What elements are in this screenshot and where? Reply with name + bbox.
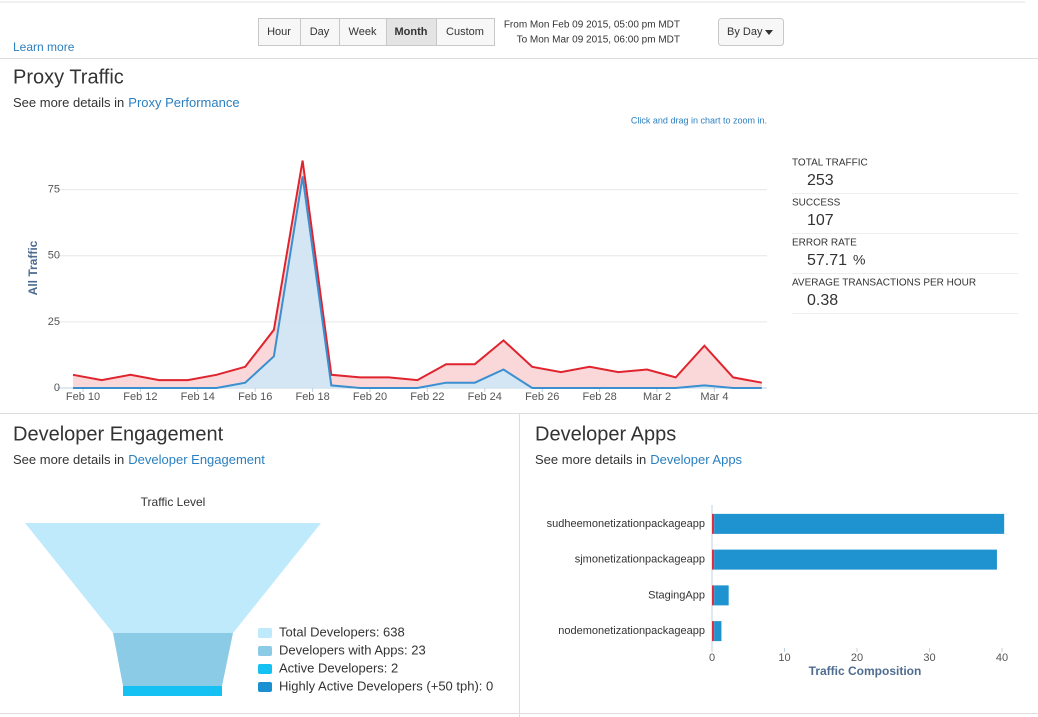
x-tick-label: Feb 16 (238, 391, 272, 403)
bar (714, 585, 729, 606)
details-prefix: See more details in (13, 95, 124, 110)
funnel: Total Developers: 638 Developers with App… (25, 523, 493, 696)
y-tick-label: 0 (54, 382, 60, 394)
x-axis-label: Traffic Composition (809, 664, 922, 678)
range-buttons: Hour Day Week Month Custom (258, 18, 495, 46)
funnel-segment (123, 686, 222, 696)
y-tick-label: 75 (48, 184, 60, 196)
range-button[interactable] (386, 18, 437, 46)
y-axis-label: All Traffic (26, 240, 40, 295)
legend-swatch (258, 646, 272, 656)
category-label: sudheemonetizationpackageapp (547, 518, 705, 530)
series-area (73, 176, 762, 388)
range-button[interactable] (300, 18, 340, 46)
series-line (73, 176, 762, 389)
y-tick-label: 50 (48, 250, 60, 262)
stat-value: 57.71 (807, 252, 847, 269)
section-title: Proxy Traffic (13, 66, 124, 88)
date-to: To Mon Mar 09 2015, 06:00 pm MDT (517, 35, 680, 46)
legend-swatch (258, 628, 272, 638)
legend-swatch (258, 664, 272, 674)
x-tick-label: Feb 22 (410, 391, 444, 403)
bar (714, 621, 722, 642)
x-tick-label: Mar 4 (700, 391, 728, 403)
x-tick-label: Feb 18 (295, 391, 329, 403)
bar (714, 513, 1005, 534)
traffic-stats: TOTAL TRAFFIC 253 SUCCESS 107 ERROR RATE 57.7… (792, 158, 1018, 314)
traffic-chart: 0 25 50 75 All Traffic Feb 10 Feb 12 Feb 14 Feb … (26, 160, 767, 403)
legend-label: Total Developers: 638 (279, 624, 405, 639)
stat-value: 0.38 (807, 292, 838, 309)
zoom-hint: Click and drag in chart to zoom in. (631, 115, 767, 125)
details-link[interactable]: Developer Engagement (128, 452, 265, 467)
range-label[interactable]: Custom (446, 26, 484, 38)
bar (712, 621, 715, 642)
x-tick-label: 0 (709, 652, 715, 664)
details-line: See more details in Developer Engagement (13, 452, 265, 467)
group-by-dropdown[interactable]: By Day (718, 18, 784, 46)
range-label[interactable]: Day (310, 26, 330, 38)
category-label: nodemonetizationpackageapp (558, 625, 705, 637)
stat-label: ERROR RATE (792, 238, 857, 249)
date-from: From Mon Feb 09 2015, 05:00 pm MDT (504, 20, 680, 31)
stat-label: AVERAGE TRANSACTIONS PER HOUR (792, 278, 976, 289)
details-prefix: See more details in (13, 452, 124, 467)
details-link[interactable]: Proxy Performance (128, 95, 239, 110)
range-button[interactable] (436, 18, 495, 46)
dropdown-label[interactable]: By Day (727, 26, 763, 38)
details-line: See more details in Proxy Performance (13, 95, 240, 110)
details-prefix: See more details in (535, 452, 646, 467)
funnel-segment (25, 523, 321, 633)
details-line: See more details in Developer Apps (535, 452, 743, 467)
details-link[interactable]: Developer Apps (650, 452, 742, 467)
x-tick-label: Mar 2 (643, 391, 671, 403)
stat-value: 107 (807, 212, 834, 229)
stat-label: TOTAL TRAFFIC (792, 158, 868, 169)
series-area (73, 160, 762, 388)
category-label: StagingApp (648, 589, 705, 601)
section-title: Developer Apps (535, 423, 676, 445)
stat-value: 253 (807, 172, 834, 189)
bar (712, 585, 715, 606)
apps-chart: 0 10 20 30 40 Traffic Composition sudheemoneti… (547, 505, 1008, 678)
stat-unit: % (853, 252, 865, 268)
bar (714, 549, 997, 570)
section-title: Developer Engagement (13, 423, 224, 445)
x-tick-label: 30 (923, 652, 935, 664)
learn-more-link[interactable]: Learn more (13, 40, 75, 54)
x-tick-label: Feb 20 (353, 391, 387, 403)
x-tick-label: Feb 14 (181, 391, 215, 403)
series-line (72, 160, 762, 384)
funnel-title: Traffic Level (141, 495, 206, 509)
x-tick-label: Feb 28 (582, 391, 616, 403)
x-tick-label: Feb 10 (66, 391, 100, 403)
range-label[interactable]: Hour (267, 26, 291, 38)
legend-swatch (258, 682, 272, 692)
legend-label: Developers with Apps: 23 (279, 642, 426, 657)
y-tick-label: 25 (48, 316, 60, 328)
bar (712, 513, 715, 534)
funnel-segment (113, 633, 233, 686)
x-tick-label: Feb 24 (468, 391, 502, 403)
range-label[interactable]: Month (395, 26, 428, 38)
stat-label: SUCCESS (792, 198, 841, 209)
dropdown-button[interactable] (718, 18, 784, 46)
range-button[interactable] (339, 18, 387, 46)
range-label[interactable]: Week (349, 26, 377, 38)
bar (712, 549, 715, 570)
x-tick-label: 40 (996, 652, 1008, 664)
dropdown-caret (765, 30, 773, 35)
x-tick-label: 20 (851, 652, 863, 664)
legend-label: Highly Active Developers (+50 tph): 0 (279, 678, 493, 693)
x-tick-label: 10 (778, 652, 790, 664)
legend-label: Active Developers: 2 (279, 660, 398, 675)
x-tick-label: Feb 26 (525, 391, 559, 403)
category-label: sjmonetizationpackageapp (575, 554, 705, 566)
x-tick-label: Feb 12 (123, 391, 157, 403)
